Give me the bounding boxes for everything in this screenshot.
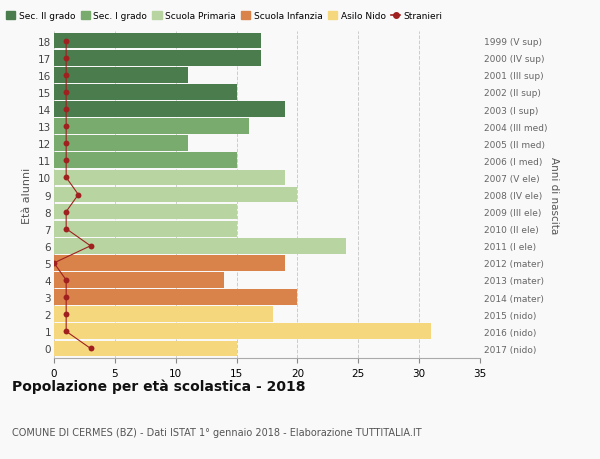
Point — [61, 55, 71, 62]
Bar — [54, 256, 285, 271]
Bar — [54, 324, 431, 339]
Point — [61, 38, 71, 45]
Bar — [54, 170, 285, 186]
Bar — [54, 221, 236, 237]
Point — [86, 345, 95, 353]
Bar — [54, 187, 298, 203]
Point — [61, 89, 71, 96]
Bar — [54, 136, 188, 152]
Point — [49, 260, 59, 267]
Point — [74, 191, 83, 199]
Bar — [54, 68, 188, 84]
Bar — [54, 119, 249, 134]
Point — [61, 140, 71, 147]
Y-axis label: Anni di nascita: Anni di nascita — [549, 157, 559, 234]
Point — [61, 311, 71, 318]
Bar — [54, 85, 236, 101]
Bar — [54, 273, 224, 288]
Point — [61, 174, 71, 182]
Bar — [54, 204, 236, 220]
Point — [61, 225, 71, 233]
Point — [61, 106, 71, 113]
Point — [61, 157, 71, 165]
Point — [61, 208, 71, 216]
Text: COMUNE DI CERMES (BZ) - Dati ISTAT 1° gennaio 2018 - Elaborazione TUTTITALIA.IT: COMUNE DI CERMES (BZ) - Dati ISTAT 1° ge… — [12, 427, 422, 437]
Legend: Sec. II grado, Sec. I grado, Scuola Primaria, Scuola Infanzia, Asilo Nido, Stran: Sec. II grado, Sec. I grado, Scuola Prim… — [6, 12, 443, 21]
Text: Popolazione per età scolastica - 2018: Popolazione per età scolastica - 2018 — [12, 379, 305, 393]
Point — [61, 123, 71, 130]
Bar — [54, 102, 285, 118]
Bar — [54, 341, 236, 357]
Bar — [54, 34, 261, 50]
Bar — [54, 238, 346, 254]
Point — [61, 72, 71, 79]
Bar — [54, 290, 298, 305]
Point — [86, 243, 95, 250]
Y-axis label: Età alunni: Età alunni — [22, 167, 32, 223]
Bar — [54, 307, 273, 322]
Bar — [54, 153, 236, 169]
Point — [61, 328, 71, 335]
Point — [61, 277, 71, 284]
Point — [61, 294, 71, 301]
Bar — [54, 51, 261, 67]
